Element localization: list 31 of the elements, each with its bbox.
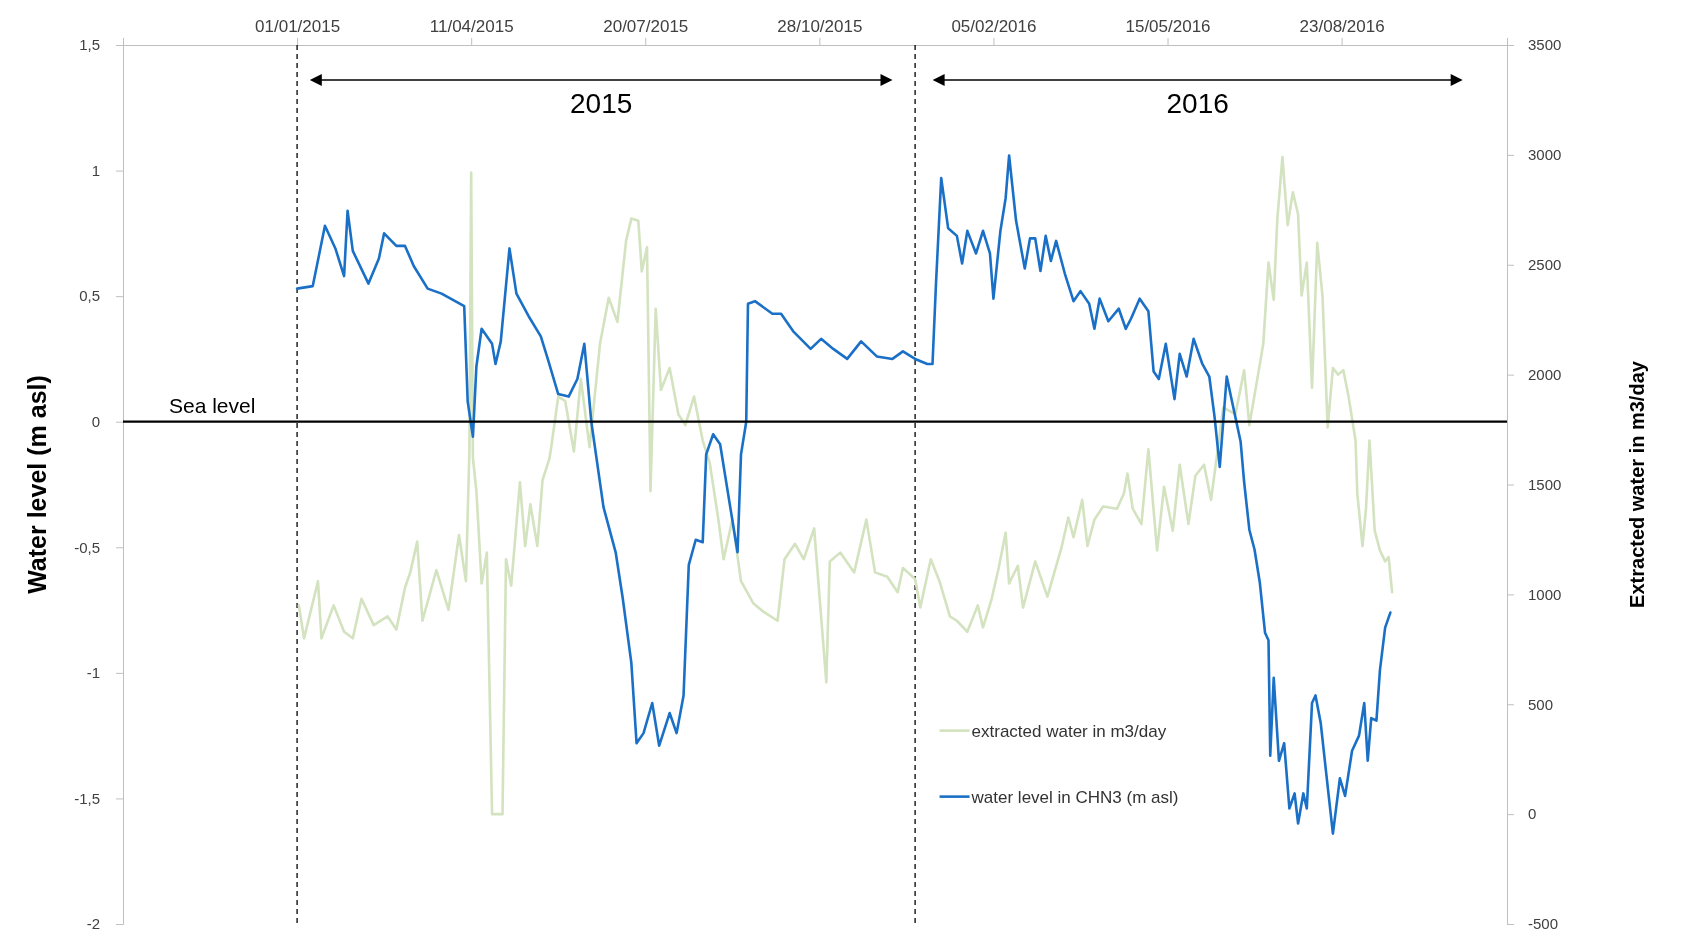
y-tick-label: -1,5 xyxy=(74,789,100,807)
legend-label: water level in CHN3 (m asl) xyxy=(970,787,1179,807)
y-tick-label: -1 xyxy=(86,664,100,682)
y2-tick-label: 3000 xyxy=(1528,146,1562,164)
x-tick-label: 05/02/2016 xyxy=(951,17,1037,36)
y-tick-label: -2 xyxy=(86,915,100,933)
y-tick-label: -0,5 xyxy=(74,538,100,556)
y2-axis-title: Extracted water in m3/day xyxy=(1626,360,1648,608)
x-tick-label: 15/05/2016 xyxy=(1125,17,1211,36)
y2-tick-label: 3500 xyxy=(1528,36,1562,54)
y2-tick-label: 2500 xyxy=(1528,256,1562,274)
annotation: 2016 xyxy=(1166,88,1229,119)
x-tick-label: 23/08/2016 xyxy=(1299,17,1385,36)
x-tick-label: 28/10/2015 xyxy=(777,17,863,36)
y-tick-label: 1,5 xyxy=(79,36,100,54)
y2-tick-label: 1000 xyxy=(1528,585,1562,603)
y-axis-title: Water level (m asl) xyxy=(23,375,51,594)
y-tick-label: 0,5 xyxy=(79,287,100,305)
y-tick-label: 1 xyxy=(91,161,100,179)
y2-tick-label: 1500 xyxy=(1528,475,1562,493)
x-tick-label: 20/07/2015 xyxy=(603,17,689,36)
y2-tick-label: 0 xyxy=(1528,805,1537,823)
y2-tick-label: 500 xyxy=(1528,695,1554,713)
legend-label: extracted water in m3/day xyxy=(971,721,1167,741)
y-tick-label: 0 xyxy=(91,413,100,431)
ref-line-label: Sea level xyxy=(169,393,256,417)
y2-tick-label: 2000 xyxy=(1528,365,1562,383)
x-tick-label: 11/04/2015 xyxy=(429,17,514,36)
y2-tick-label: -500 xyxy=(1528,915,1559,933)
annotation: 2015 xyxy=(570,88,633,119)
x-tick-label: 01/01/2015 xyxy=(255,17,341,36)
